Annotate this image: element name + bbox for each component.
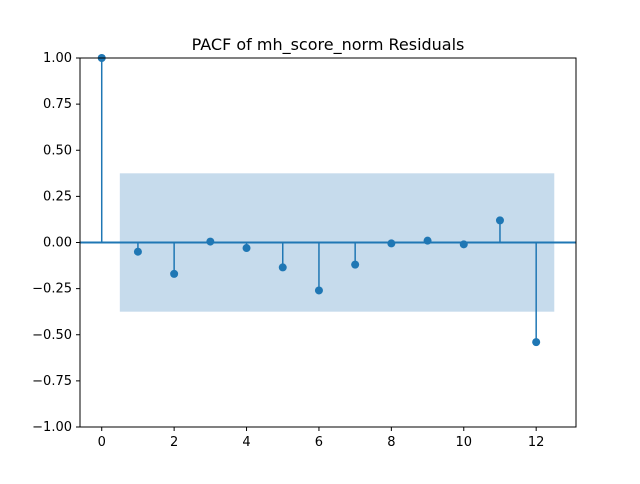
x-tick-label: 4 <box>242 435 250 450</box>
y-tick-label: 0.75 <box>43 97 72 112</box>
y-tick-label: 0.50 <box>43 143 72 158</box>
chart-title: PACF of mh_score_norm Residuals <box>192 35 465 55</box>
plot-area: 1.00 0.75 0.50 0.25 0.00 −0.25 −0.50 −0.75 −1.00… <box>32 51 577 450</box>
stem-marker-lag-12 <box>532 338 541 347</box>
y-tick-label: 0.25 <box>43 189 72 204</box>
stem-marker-lag-9 <box>423 236 432 245</box>
x-tick-label: 6 <box>315 435 323 450</box>
stem-marker-lag-1 <box>133 247 142 256</box>
x-tick-label: 0 <box>98 435 106 450</box>
stem-marker-lag-6 <box>314 286 323 295</box>
y-tick-label: 1.00 <box>43 51 72 66</box>
y-tick-label: −0.75 <box>32 374 72 389</box>
stem-marker-lag-10 <box>459 240 468 249</box>
y-tick-label: −1.00 <box>32 420 72 435</box>
stem-marker-lag-11 <box>495 216 504 225</box>
stem-marker-lag-7 <box>351 260 360 269</box>
y-tick-label: −0.50 <box>32 328 72 343</box>
stem-marker-lag-8 <box>387 239 396 248</box>
stem-marker-lag-4 <box>242 244 251 253</box>
x-tick-label: 12 <box>528 435 545 450</box>
x-tick-label: 2 <box>170 435 178 450</box>
x-tick-label: 8 <box>387 435 395 450</box>
y-tick-label: −0.25 <box>32 282 72 297</box>
x-tick-label: 10 <box>455 435 472 450</box>
stem-marker-lag-5 <box>278 263 287 272</box>
y-tick-label: 0.00 <box>43 236 72 251</box>
stem-marker-lag-2 <box>170 269 179 278</box>
stem-marker-lag-3 <box>206 237 215 246</box>
